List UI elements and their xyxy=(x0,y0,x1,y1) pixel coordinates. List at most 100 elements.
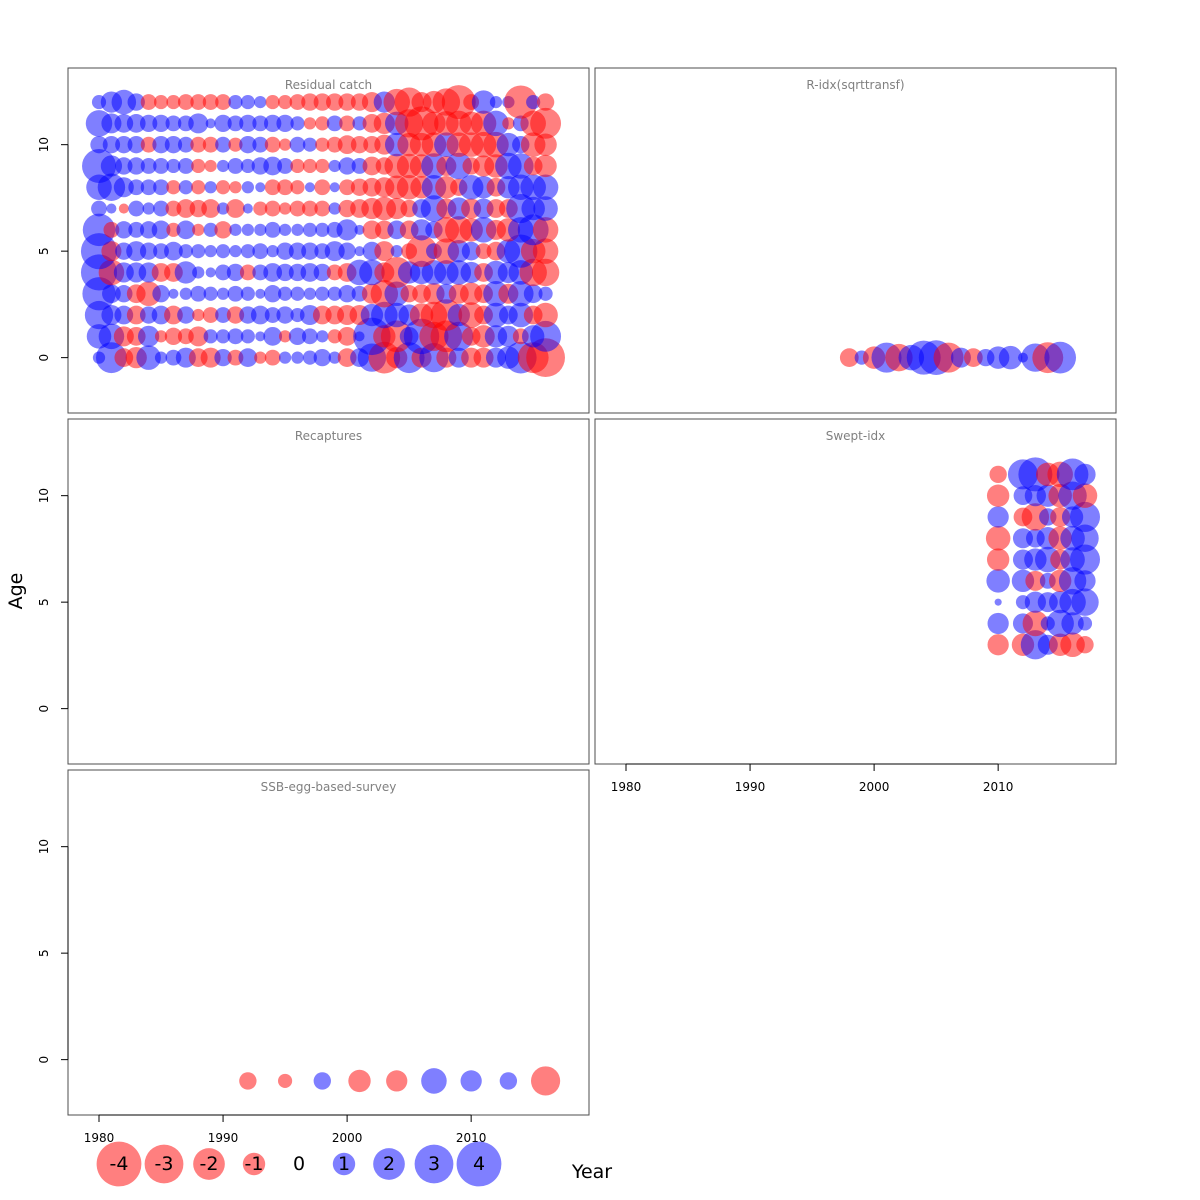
residual-bubble xyxy=(534,133,557,156)
residual-bubble xyxy=(497,325,519,347)
residual-bubble xyxy=(128,179,145,196)
legend-label: 3 xyxy=(428,1153,440,1175)
legend-item: 4 xyxy=(456,1141,502,1187)
residual-bubble xyxy=(405,235,438,267)
residual-bubble xyxy=(530,320,562,352)
y-axis: 0 5 10 xyxy=(37,137,69,361)
residual-bubble xyxy=(313,1072,331,1090)
residual-bubble xyxy=(445,152,472,180)
residual-bubble xyxy=(202,136,219,153)
bubbles xyxy=(839,340,1077,375)
residual-bubble xyxy=(136,345,161,370)
residual-bubble xyxy=(532,217,559,243)
panel-frame xyxy=(67,418,590,765)
residual-bubble xyxy=(216,159,230,173)
residual-bubble xyxy=(502,117,515,130)
residual-bubble xyxy=(106,203,117,214)
residual-bubble xyxy=(128,200,145,217)
residual-bubble xyxy=(179,287,192,300)
residual-bubble xyxy=(191,158,206,174)
y-tick-label: 5 xyxy=(37,247,51,255)
residual-bubble xyxy=(266,245,279,258)
residual-bubble xyxy=(202,307,219,323)
residual-bubble xyxy=(328,351,341,364)
residual-bubble xyxy=(1077,616,1093,631)
residual-bubble xyxy=(987,634,1009,656)
x-tick-label: 2000 xyxy=(859,780,890,794)
bubbles xyxy=(985,457,1101,660)
panel-frame xyxy=(594,67,1117,414)
residual-bubble xyxy=(190,136,207,153)
residual-bubble xyxy=(313,348,331,367)
residual-bubble xyxy=(215,244,231,259)
residual-bubble xyxy=(461,241,481,261)
residual-bubble xyxy=(290,180,305,195)
x-tick-label: 1980 xyxy=(84,1131,115,1145)
residual-bubble xyxy=(354,246,365,257)
residual-bubble xyxy=(326,115,343,132)
residual-bubble xyxy=(989,465,1007,484)
residual-bubble xyxy=(138,325,160,347)
residual-bubble xyxy=(336,219,358,241)
residual-bubble xyxy=(203,222,218,237)
residual-bubble xyxy=(118,203,129,214)
residual-bubble xyxy=(278,330,292,343)
residual-bubble xyxy=(324,241,345,262)
y-tick-label: 0 xyxy=(37,1056,51,1064)
residual-bubble xyxy=(435,176,458,199)
panel-title: SSB-egg-based-survey xyxy=(261,780,397,794)
residual-bubble xyxy=(91,200,107,217)
residual-bubble xyxy=(1074,463,1096,486)
residual-bubble xyxy=(263,263,283,282)
legend-label: 0 xyxy=(293,1153,305,1175)
legend-label: -4 xyxy=(110,1153,129,1175)
y-tick-label: 10 xyxy=(37,137,51,152)
residual-bubble xyxy=(142,202,155,215)
residual-bubble xyxy=(315,137,330,152)
residual-bubble xyxy=(192,223,205,236)
residual-bubble xyxy=(192,308,205,322)
legend-item: -4 xyxy=(96,1141,142,1187)
residual-bubble xyxy=(240,286,255,301)
residual-bubble xyxy=(352,116,367,131)
residual-bubble xyxy=(289,136,306,153)
y-tick-label: 10 xyxy=(37,839,51,854)
residual-bubble xyxy=(350,135,369,154)
residual-bubble xyxy=(177,136,194,153)
residual-bubble xyxy=(302,222,317,237)
legend-bubble xyxy=(414,1144,454,1184)
residual-bubble xyxy=(166,180,181,195)
residual-bubble xyxy=(278,138,292,151)
residual-bubble xyxy=(250,305,270,325)
panel-1: Residual catch 0 5 10 xyxy=(37,67,590,414)
residual-bubble xyxy=(303,117,317,130)
residual-bubble xyxy=(153,200,169,217)
y-tick-label: 5 xyxy=(37,949,51,957)
legend-label: -3 xyxy=(155,1153,174,1175)
residual-bubble xyxy=(239,264,256,281)
panel-frame xyxy=(67,769,590,1116)
residual-bubble xyxy=(421,1068,447,1094)
residual-bubble xyxy=(327,329,342,344)
residual-bubble xyxy=(339,115,356,132)
residual-bubble xyxy=(140,179,157,196)
x-tick-label: 2000 xyxy=(332,1131,363,1145)
residual-bubble xyxy=(338,242,356,260)
panel-2: R-idx(sqrttransf) xyxy=(594,67,1117,414)
residual-bubble xyxy=(252,115,269,132)
y-axis: 0 5 10 xyxy=(37,488,69,712)
residual-bubble xyxy=(264,349,281,366)
legend-bubble xyxy=(332,1152,356,1176)
residual-bubble xyxy=(240,244,255,259)
residual-bubble xyxy=(338,93,356,111)
residual-bubble xyxy=(241,181,254,194)
residual-bubble xyxy=(277,179,294,196)
residual-bubble xyxy=(152,285,170,303)
residual-bubble xyxy=(460,1070,482,1092)
residual-bubble xyxy=(338,285,356,303)
residual-bubble xyxy=(532,238,559,264)
residual-bubble xyxy=(263,114,282,133)
residual-bubble xyxy=(111,89,137,115)
residual-bubble xyxy=(166,222,181,237)
residual-bubble xyxy=(229,245,242,258)
